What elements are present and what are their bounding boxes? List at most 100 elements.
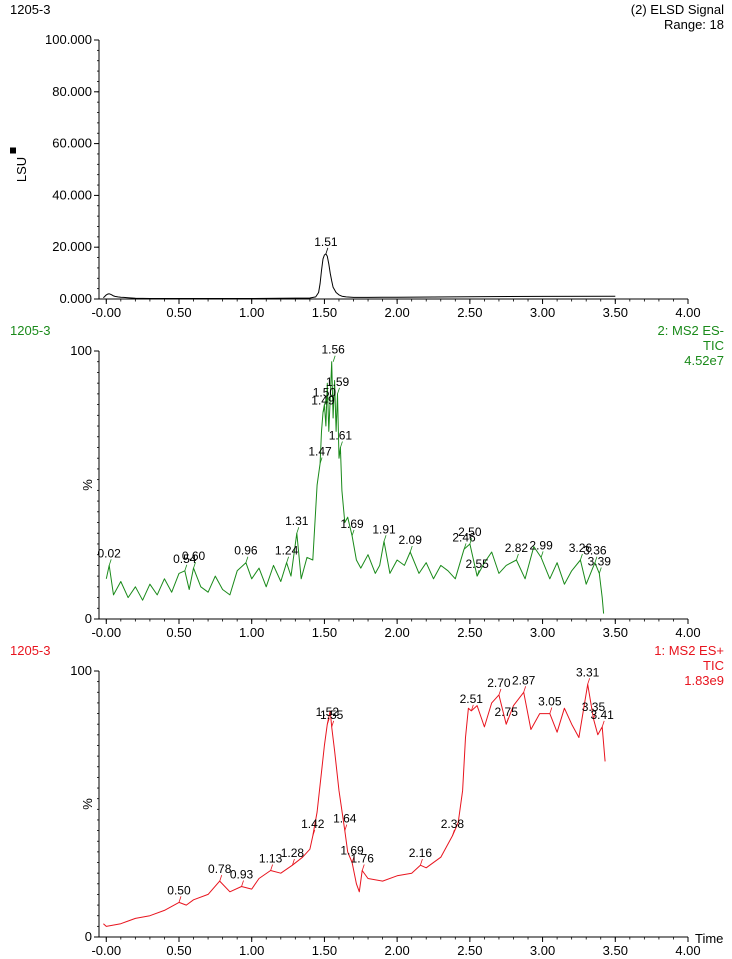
panel-3-peak-leader bbox=[498, 688, 502, 696]
panel-3-peak-label: 2.87 bbox=[512, 673, 536, 687]
panel-2-peak-leader bbox=[469, 537, 473, 545]
panel-3-peak-label: 2.70 bbox=[487, 676, 511, 690]
panel-2-header-left: 1205-3 bbox=[10, 323, 50, 338]
panel-2-peak-leader bbox=[594, 556, 598, 563]
panel-2-x-tick-label: 4.00 bbox=[675, 625, 700, 640]
panel-1-header-left: 1205-3 bbox=[10, 2, 50, 17]
panel-2-peak-leader bbox=[409, 545, 413, 553]
panel-3-peak-leader bbox=[549, 707, 553, 714]
panel-1-series-line bbox=[103, 253, 616, 299]
panel-2-peak-leader bbox=[516, 553, 519, 561]
panel-3-peak-leader bbox=[505, 718, 509, 725]
panel-2-header-right-line-2: TIC bbox=[703, 338, 724, 353]
panel-3-peak-leader bbox=[593, 712, 596, 720]
panel-3-peak-leader bbox=[331, 720, 335, 727]
panel-2-peak-label: 2.46 bbox=[452, 530, 476, 544]
panel-2-peak-leader bbox=[184, 564, 188, 571]
panel-2-peak-leader bbox=[340, 441, 343, 448]
panel-3-peak-leader bbox=[351, 856, 355, 863]
panel-2-x-tick-label: 2.00 bbox=[384, 625, 409, 640]
panel-2-x-tick-label: 1.50 bbox=[312, 625, 337, 640]
panel-2-peak-leader bbox=[286, 556, 289, 563]
panel-2-x-tick-label: -0.00 bbox=[91, 625, 121, 640]
panel-2-peak-label: 1.31 bbox=[285, 514, 309, 528]
panel-2-y-tick-label: 100 bbox=[70, 343, 92, 358]
panel-3-peak-label: 1.76 bbox=[351, 852, 375, 866]
panel-1-peak-leader bbox=[325, 247, 329, 255]
panel-3-peak-label: 3.31 bbox=[576, 665, 600, 679]
panel-2-peak-label: 1.49 bbox=[311, 394, 335, 408]
panel-3-peak-leader bbox=[470, 704, 474, 712]
panel-1-y-tick-label: 0.000 bbox=[59, 291, 92, 306]
panel-3-y-tick-label: 100 bbox=[70, 663, 92, 678]
panel-2-y-tick-label: 0 bbox=[85, 611, 92, 626]
panel-2-x-tick-label: 0.50 bbox=[166, 625, 191, 640]
panel-2-peak-label: 3.39 bbox=[588, 554, 612, 568]
panel-2-peak-leader bbox=[108, 559, 112, 566]
panel-2-peak-label: 2.82 bbox=[505, 541, 529, 555]
panel-3-peak-leader bbox=[312, 829, 316, 837]
panel-2-peak-label: 0.02 bbox=[98, 546, 122, 560]
panel-2-peak-label: 1.69 bbox=[340, 517, 364, 531]
panel-2-peak-leader bbox=[193, 561, 196, 569]
panel-2-peak-label: 3.26 bbox=[569, 541, 593, 555]
panel-3-x-tick-label: 1.50 bbox=[312, 943, 337, 958]
panel-2-peak-leader bbox=[598, 567, 602, 574]
panel-1-x-tick-label: 2.00 bbox=[384, 305, 409, 320]
panel-3-x-tick-label: 3.00 bbox=[530, 943, 555, 958]
panel-3-header-right-line-2: TIC bbox=[703, 658, 724, 673]
panel-3-peak-leader bbox=[361, 864, 365, 871]
panel-2-peak-leader bbox=[351, 529, 355, 537]
panel-3-x-tick-label: 1.00 bbox=[239, 943, 264, 958]
panel-2-peak-leader bbox=[322, 406, 326, 413]
panel-3-peak-leader bbox=[178, 896, 182, 903]
panel-3-peak-leader bbox=[292, 859, 295, 866]
panel-2-y-axis-title: % bbox=[80, 479, 95, 491]
panel-1-y-tick-label: 100.000 bbox=[45, 32, 92, 47]
panel-3-peak-label: 1.13 bbox=[259, 852, 283, 866]
panel-1-peak-label: 1.51 bbox=[314, 235, 338, 249]
panel-3-peak-label: 3.35 bbox=[582, 700, 606, 714]
panel-3-peak-leader bbox=[523, 686, 527, 693]
panel-1-x-tick-label: 3.50 bbox=[603, 305, 628, 320]
panel-2-peak-leader bbox=[580, 553, 583, 561]
panel-2-peak-label: 2.99 bbox=[529, 538, 553, 552]
panel-2-peak-leader bbox=[319, 457, 323, 464]
panel-3-x-tick-label: -0.00 bbox=[91, 943, 121, 958]
panel-2-peak-label: 1.47 bbox=[308, 445, 332, 459]
panel-2-peak-label: 1.61 bbox=[329, 428, 353, 442]
panel-2-header-right-line-1: 2: MS2 ES- bbox=[658, 323, 724, 338]
panel-2-peak-label: 0.54 bbox=[173, 552, 197, 566]
panel-2-peak-label: 2.55 bbox=[465, 557, 489, 571]
panel-3-y-tick-label: 0 bbox=[85, 929, 92, 944]
panel-3-x-tick-label: 2.00 bbox=[384, 943, 409, 958]
panel-3-peak-leader bbox=[601, 720, 605, 727]
panel-1-x-tick-label: 2.50 bbox=[457, 305, 482, 320]
panel-3-header-left: 1205-3 bbox=[10, 643, 50, 658]
panel-2-peak-leader bbox=[463, 543, 467, 550]
panel-2-series-line bbox=[105, 361, 605, 614]
panel-1-header-right-line-1: (2) ELSD Signal bbox=[631, 2, 724, 17]
panel-3-peak-label: 3.05 bbox=[538, 695, 562, 709]
panel-3-peak-label: 1.52 bbox=[316, 705, 340, 719]
panel-3-x-tick-label: 3.50 bbox=[603, 943, 628, 958]
panel-2-peak-label: 2.50 bbox=[458, 525, 482, 539]
panel-3-peak-leader bbox=[219, 875, 223, 882]
panel-3-peak-leader bbox=[326, 718, 330, 725]
panel-2-header-right-line-3: 4.52e7 bbox=[684, 353, 724, 368]
panel-3-peak-label: 1.28 bbox=[281, 846, 305, 860]
panel-2-peak-leader bbox=[540, 551, 544, 558]
panel-2-peak-label: 1.24 bbox=[275, 544, 299, 558]
panel-1-x-tick-label: 3.00 bbox=[530, 305, 555, 320]
panel-3-peak-leader bbox=[587, 678, 591, 685]
panel-3-x-tick-label: 4.00 bbox=[675, 943, 700, 958]
panel-2-peak-leader bbox=[337, 387, 340, 395]
panel-1-y-tick-label: 40.000 bbox=[52, 187, 92, 202]
panel-3-peak-label: 2.16 bbox=[409, 846, 433, 860]
panel-3-peak-label: 2.75 bbox=[495, 705, 519, 719]
panel-2-peak-label: 2.09 bbox=[399, 533, 423, 547]
panel-3-y-axis-title: % bbox=[80, 798, 95, 810]
panel-2-peak-label: 1.59 bbox=[326, 375, 350, 389]
panel-2-peak-label: 3.36 bbox=[583, 544, 607, 558]
